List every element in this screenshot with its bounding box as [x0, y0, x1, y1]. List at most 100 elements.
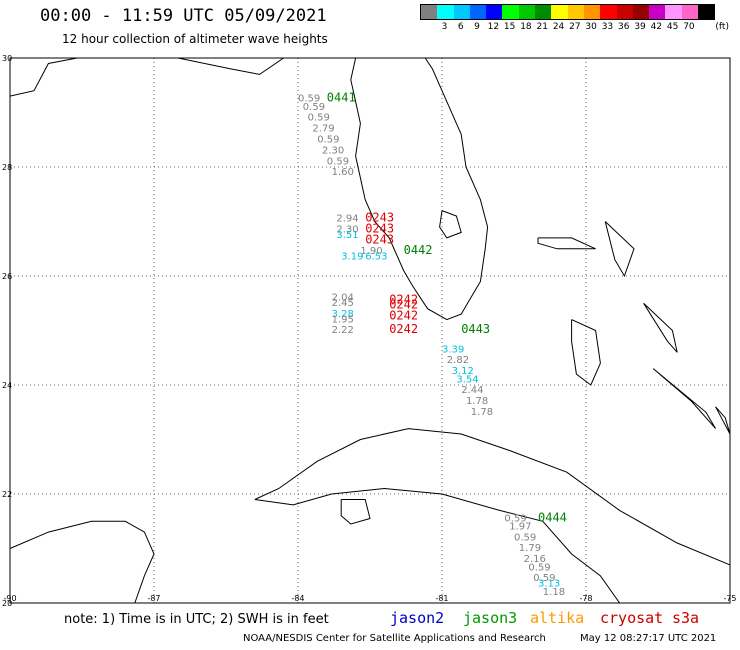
mission-label-jason2: jason2: [390, 609, 445, 627]
wave-height-value: 2.44: [461, 385, 483, 396]
legend-swatches: [420, 4, 716, 20]
legend-ticks: 3 6 9 12 15 18 21 24 27 30 33 36 39 42 45 70 (ft): [420, 20, 729, 34]
wave-height-value: 2.30: [336, 224, 358, 235]
pass-id-label: 0242: [389, 298, 418, 312]
wave-height-labels: 0.590.590.592.790.592.300.591.602.942.30…: [298, 91, 567, 598]
legend-swatch: [583, 5, 601, 19]
legend-tick-label: 39: [634, 22, 646, 32]
mission-label-cryosat: cryosat: [600, 609, 664, 627]
footer-note: note: 1) Time is in UTC; 2) SWH is in fe…: [64, 612, 329, 627]
legend-tick-label: 27: [569, 22, 581, 32]
wave-height-value: 2.79: [312, 124, 334, 135]
map-title: 00:00 - 11:59 UTC 05/09/2021: [40, 6, 327, 26]
wave-height-color-legend: 3 6 9 12 15 18 21 24 27 30 33 36 39 42 45 70 (ft): [420, 4, 729, 34]
lat-tick-label: 30: [2, 54, 12, 63]
pass-id-label: 0243: [365, 211, 394, 225]
wave-height-value: 6.53: [365, 252, 387, 263]
mission-label-jason3: jason3: [463, 609, 518, 627]
coastline-lake-okeechobee: [439, 210, 462, 239]
legend-swatch: [681, 5, 699, 19]
pass-id-label: 0443: [461, 322, 490, 336]
legend-swatch: [665, 5, 682, 19]
legend-tick-label: 15: [503, 22, 516, 32]
pass-id-label: 0243: [365, 232, 394, 246]
pass-id-label: 0243: [365, 221, 394, 235]
coastline-eleuthera: [643, 302, 678, 353]
wave-height-value: 2.30: [322, 145, 344, 156]
wave-height-value: 2.22: [332, 325, 354, 336]
legend-tick-label: 45: [666, 22, 679, 32]
legend-swatch: [486, 5, 503, 19]
footer-timestamp: May 12 08:27:17 UTC 2021: [580, 633, 717, 644]
wave-height-value: 1.18: [543, 587, 565, 598]
lon-tick-label: -75: [723, 594, 736, 603]
legend-tick-label: 21: [536, 22, 548, 32]
mission-label-s3a: s3a: [672, 609, 700, 627]
wave-height-value: 3.12: [452, 366, 474, 377]
legend-tick-label: 12: [487, 22, 500, 32]
legend-tick-label: 6: [457, 22, 464, 32]
legend-swatch: [502, 5, 519, 19]
coastline-gulf-coast-nw: [9, 57, 356, 97]
legend-swatch: [616, 5, 633, 19]
legend-tick-label: 9: [474, 22, 480, 32]
lat-tick-label: 28: [2, 163, 12, 172]
coastline-cuba: [254, 428, 731, 604]
pass-id-label: 0441: [327, 91, 356, 105]
mission-label-altika: altika: [530, 609, 585, 627]
legend-swatch: [567, 5, 584, 19]
wave-height-value: 2.45: [332, 298, 354, 309]
wave-height-value: 3.28: [332, 309, 354, 320]
lon-tick-label: -81: [435, 594, 448, 603]
wave-height-value: 1.60: [332, 167, 354, 178]
legend-swatch: [518, 5, 536, 19]
wave-height-value: 0.59: [514, 532, 536, 543]
coastline-cat-exuma: [652, 368, 717, 429]
wave-height-value: 3.19: [341, 252, 363, 263]
wave-height-value: 1.78: [471, 407, 493, 418]
coastline-andros: [571, 319, 601, 386]
wave-height-value: 0.59: [317, 134, 339, 145]
pass-id-label: 0442: [404, 243, 433, 257]
wave-height-value: 1.95: [332, 314, 354, 325]
altimeter-map: 0.590.590.592.790.592.300.591.602.942.30…: [2, 54, 737, 608]
pass-id-label: 0242: [389, 292, 418, 306]
lon-tick-label: -87: [147, 594, 160, 603]
legend-tick-label: 42: [650, 22, 663, 32]
legend-swatch: [421, 5, 438, 19]
coastline-isla-juventud: [340, 499, 371, 525]
legend-tick-label: 24: [552, 22, 565, 32]
wave-height-value: 0.59: [308, 113, 330, 124]
lon-tick-label: -84: [291, 594, 304, 603]
legend-swatch: [453, 5, 470, 19]
pass-id-label: 0242: [389, 322, 418, 336]
legend-tick-label: 36: [618, 22, 630, 32]
legend-tick-label: 70: [683, 22, 695, 32]
wave-height-value: 2.16: [524, 554, 546, 565]
map-subtitle: 12 hour collection of altimeter wave hei…: [62, 32, 328, 46]
wave-height-value: 3.39: [442, 344, 464, 355]
wave-height-value: 1.90: [360, 246, 382, 257]
legend-swatch: [535, 5, 552, 19]
legend-swatch: [632, 5, 650, 19]
pass-id-label: 0242: [389, 309, 418, 323]
wave-height-value: 0.59: [327, 156, 349, 167]
coastline-grand-bahama: [537, 237, 596, 250]
coastlines: [9, 57, 731, 604]
wave-height-value: 0.59: [528, 562, 550, 573]
lon-tick-label: -78: [579, 594, 592, 603]
wave-height-value: 3.54: [456, 374, 478, 385]
wave-height-value: 1.97: [509, 521, 531, 532]
map-border: [9, 57, 731, 604]
coastline-long-island: [715, 406, 731, 435]
legend-swatch: [698, 5, 715, 19]
legend-swatch: [469, 5, 487, 19]
wave-height-value: 0.59: [533, 573, 555, 584]
legend-swatch: [649, 5, 666, 19]
wave-height-value: 3.51: [336, 230, 358, 241]
coastline-yucatan: [9, 520, 155, 604]
legend-tick-label: 30: [585, 22, 597, 32]
footer-credit: NOAA/NESDIS Center for Satellite Applica…: [243, 633, 546, 644]
wave-height-value: 2.04: [332, 293, 354, 304]
wave-height-value: 3.13: [538, 579, 560, 590]
